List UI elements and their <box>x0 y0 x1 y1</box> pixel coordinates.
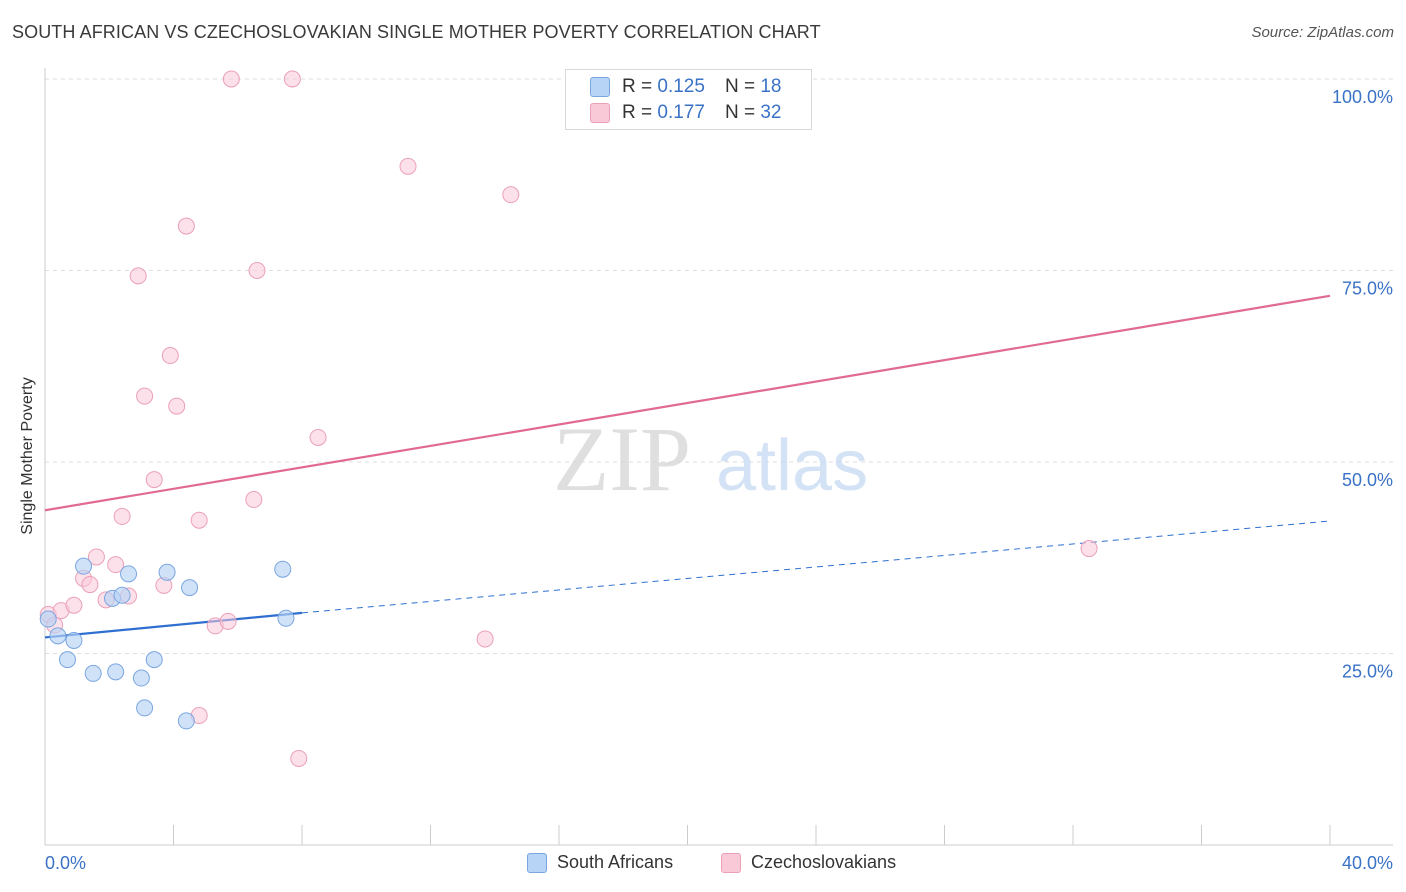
czechoslovakian-point <box>129 267 147 285</box>
south-african-point <box>132 669 150 687</box>
watermark-atlas: atlas <box>716 426 868 506</box>
legend-label: Czechoslovakians <box>751 852 897 872</box>
czechoslovakian-point <box>190 511 208 529</box>
south-african-point <box>274 560 292 578</box>
czechoslovakian-point <box>476 630 494 648</box>
czechoslovakian-point <box>113 507 131 525</box>
south-african-point <box>84 664 102 682</box>
source-label: Source: ZipAtlas.com <box>1251 24 1394 41</box>
n-value: 32 <box>760 102 782 123</box>
south-african-point <box>120 565 138 583</box>
czechoslovakian-point <box>248 262 266 279</box>
south-african-trend-line <box>44 611 303 639</box>
south-african-point <box>107 663 125 681</box>
x-tick-label: 40.0% <box>1342 853 1393 873</box>
czechoslovakian-point <box>81 576 99 594</box>
stats-row-czechoslovakians: R = 0.177 N = 32 <box>590 102 781 124</box>
south-african-point <box>113 586 131 604</box>
south-african-point <box>39 610 57 628</box>
south-african-point <box>145 651 163 669</box>
stats-legend: R = 0.125 N = 18 R = 0.177 N = 32 <box>565 69 812 130</box>
czechoslovakian-point <box>502 186 520 204</box>
pink-swatch <box>590 103 610 123</box>
south-african-point <box>65 631 83 649</box>
south-african-trend-extension <box>301 520 1331 614</box>
czechoslovakian-point <box>168 397 186 415</box>
n-label: N = <box>724 76 756 97</box>
czechoslovakian-point <box>283 70 301 88</box>
south-african-point <box>58 651 76 669</box>
south-african-point <box>75 557 93 575</box>
legend-item-czechoslovakians[interactable]: Czechoslovakians <box>721 852 896 873</box>
gridlines <box>45 78 1395 654</box>
czechoslovakian-point <box>399 157 417 175</box>
r-value: 0.125 <box>657 76 705 97</box>
south-african-point <box>177 712 195 730</box>
blue-swatch <box>590 77 610 97</box>
czechoslovakian-point <box>145 471 163 489</box>
n-value: 18 <box>760 76 782 97</box>
south-african-point <box>49 627 67 645</box>
y-tick-label: 50.0% <box>1342 470 1393 490</box>
czechoslovakian-point <box>219 612 237 630</box>
czechoslovakian-trend-line <box>44 294 1331 512</box>
czechoslovakian-point <box>245 491 263 509</box>
legend-item-south-africans[interactable]: South Africans <box>527 852 673 873</box>
trend-lines <box>44 294 1331 639</box>
y-tick-label: 75.0% <box>1342 279 1393 299</box>
stats-row-south-africans: R = 0.125 N = 18 <box>590 76 781 98</box>
south-african-point <box>158 563 176 581</box>
r-label: R = <box>622 102 653 123</box>
south-african-points <box>39 557 295 730</box>
n-label: N = <box>724 102 756 123</box>
pink-swatch <box>721 852 741 873</box>
czechoslovakian-point <box>222 70 240 88</box>
czechoslovakian-point <box>290 749 308 767</box>
czechoslovakian-point <box>1080 540 1098 558</box>
blue-swatch <box>527 852 547 873</box>
czechoslovakian-point <box>177 217 195 235</box>
legend-label: South Africans <box>557 852 674 872</box>
czechoslovakian-point <box>87 548 105 566</box>
y-tick-label: 25.0% <box>1342 662 1393 682</box>
czechoslovakian-point <box>107 556 125 574</box>
tick-labels: 25.0% 50.0% 75.0% 100.0% 0.0% 40.0% <box>45 87 1393 873</box>
watermark-zip: ZIP <box>553 408 691 510</box>
czechoslovakian-point <box>65 596 83 614</box>
south-african-point <box>181 579 199 597</box>
y-tick-label: 100.0% <box>1332 87 1393 107</box>
series-legend: South Africans Czechoslovakians <box>0 852 1406 878</box>
czechoslovakian-point <box>136 387 154 405</box>
czechoslovakian-point <box>309 428 327 446</box>
chart-title: SOUTH AFRICAN VS CZECHOSLOVAKIAN SINGLE … <box>12 22 821 42</box>
r-label: R = <box>622 76 653 97</box>
south-african-point <box>277 609 295 627</box>
south-african-point <box>136 699 154 717</box>
axes <box>44 68 1393 846</box>
r-value: 0.177 <box>657 102 705 123</box>
czechoslovakian-point <box>161 347 179 365</box>
x-tick-label: 0.0% <box>45 853 86 873</box>
